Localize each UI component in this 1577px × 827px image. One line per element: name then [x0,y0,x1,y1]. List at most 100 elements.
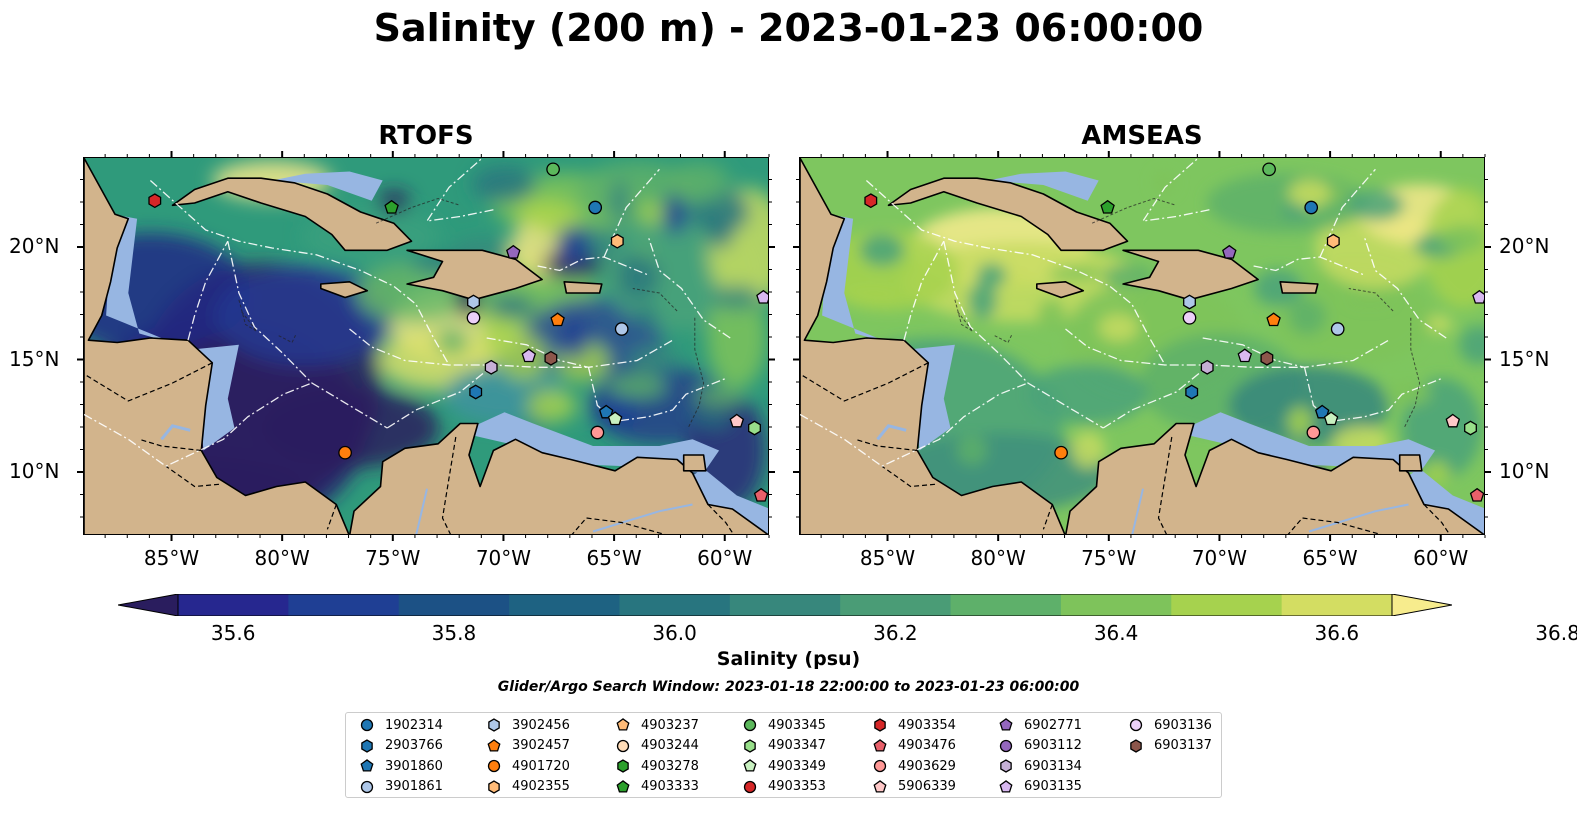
float-marker [466,310,481,325]
float-marker [148,193,162,209]
rtofs-map-canvas [84,158,768,534]
eez-boundary [227,241,388,429]
legend-item: 4903278 [616,756,699,776]
float-marker [590,425,605,440]
float-marker [384,199,399,214]
salinity-patch [436,327,469,355]
legend-marker [617,759,629,773]
legend-marker-icon [616,739,630,752]
colorbar-tick-label: 35.6 [210,621,256,645]
legend-label: 4903345 [768,717,826,733]
legend-marker [743,780,757,793]
legend-marker [1000,759,1012,773]
country-border [855,438,918,452]
float-marker [1237,348,1253,363]
land-trinidad [1398,454,1423,472]
salinity-patch [597,394,638,430]
legend-marker-icon [616,718,630,731]
colorbar-tick-label: 36.4 [1093,621,1139,645]
eez-boundary [486,337,673,368]
legend-marker [1129,718,1143,732]
depth-contour [375,197,461,224]
land [800,158,1484,534]
lon-tick-label: 75°W [365,546,421,570]
legend-label: 6903135 [1024,779,1082,794]
legend-label: 1902314 [385,717,443,733]
lon-tick-label: 65°W [586,546,642,570]
country-border [1423,504,1451,534]
legend-item: 2903766 [360,736,443,756]
salinity-patch [555,226,592,267]
legend-label: 4901720 [512,758,570,774]
salinity-patch [1288,179,1331,208]
lat-tick-label: 20°N [1499,234,1550,258]
legend-label: 4903333 [641,779,699,794]
float-marker [1183,294,1196,310]
land-hispaniola [406,249,543,301]
lon-tick-label: 85°W [859,546,916,570]
legend-marker-icon [1129,718,1143,732]
land-trinidad [682,454,707,472]
float-marker [1469,487,1484,502]
tick-marks [77,151,775,541]
float-marker [546,162,560,177]
legend-marker [999,779,1013,793]
legend-item: 6903135 [999,777,1082,797]
eez-boundary [1202,337,1389,368]
float-marker [607,411,623,426]
salinity-patch [1427,315,1453,334]
land-central [84,158,350,534]
land-puertorico [1279,281,1319,294]
country-border [800,362,929,402]
eez-boundary [1253,256,1365,276]
legend-marker-icon [361,738,373,753]
legend-marker-icon [360,780,374,793]
salinity-patch [694,386,744,407]
country-border [165,465,220,488]
colorbar-segment [840,594,952,616]
colorbar-segment [398,594,510,616]
legend-marker [743,718,757,732]
lon-tick-label: 85°W [143,546,200,570]
lat-tick-label: 10°N [1499,459,1550,483]
country-border [1157,436,1173,534]
search-window-text: Glider/Argo Search Window: 2023-01-18 22… [497,679,1080,695]
eez-boundary [349,328,450,366]
float-marker [614,322,629,336]
amseas-map-canvas [800,158,1484,534]
legend-label: 6902771 [1024,717,1082,733]
country-border [881,465,936,488]
salinity-patch [1253,269,1304,307]
eez-boundary [800,382,1029,467]
salinity-patch [1348,189,1405,221]
legend-marker [873,759,887,773]
salinity-patch [259,388,440,468]
legend-marker-icon [487,759,501,773]
eez-boundary [386,364,494,429]
colorbar-segment [1281,594,1393,616]
shallow-water [988,171,1099,201]
depth-contour [632,288,678,312]
salinity-field [84,160,768,534]
legend-marker [616,718,630,731]
depth-contour [994,333,1013,344]
legend-item: 6903136 [1129,715,1212,735]
salinity-patch [1027,364,1148,425]
legend-label: 2903766 [385,738,443,753]
float-marker [1330,322,1345,336]
colorbar-segment [178,594,289,616]
legend-marker [999,718,1013,731]
float-marker [550,312,565,327]
colorbar-segment [1171,594,1283,616]
legend-item: 4903629 [873,756,956,776]
eez-boundary [943,241,1104,429]
river [1131,488,1144,534]
salinity-patch [1344,292,1395,308]
salinity-patch [843,287,902,305]
lon-tick-label: 65°W [1302,546,1358,570]
legend-marker [1130,738,1142,753]
legend-label: 4903278 [641,758,699,774]
legend-item: 4903347 [743,736,826,756]
legend-marker [361,738,373,753]
legend-item: 4903349 [743,756,826,776]
